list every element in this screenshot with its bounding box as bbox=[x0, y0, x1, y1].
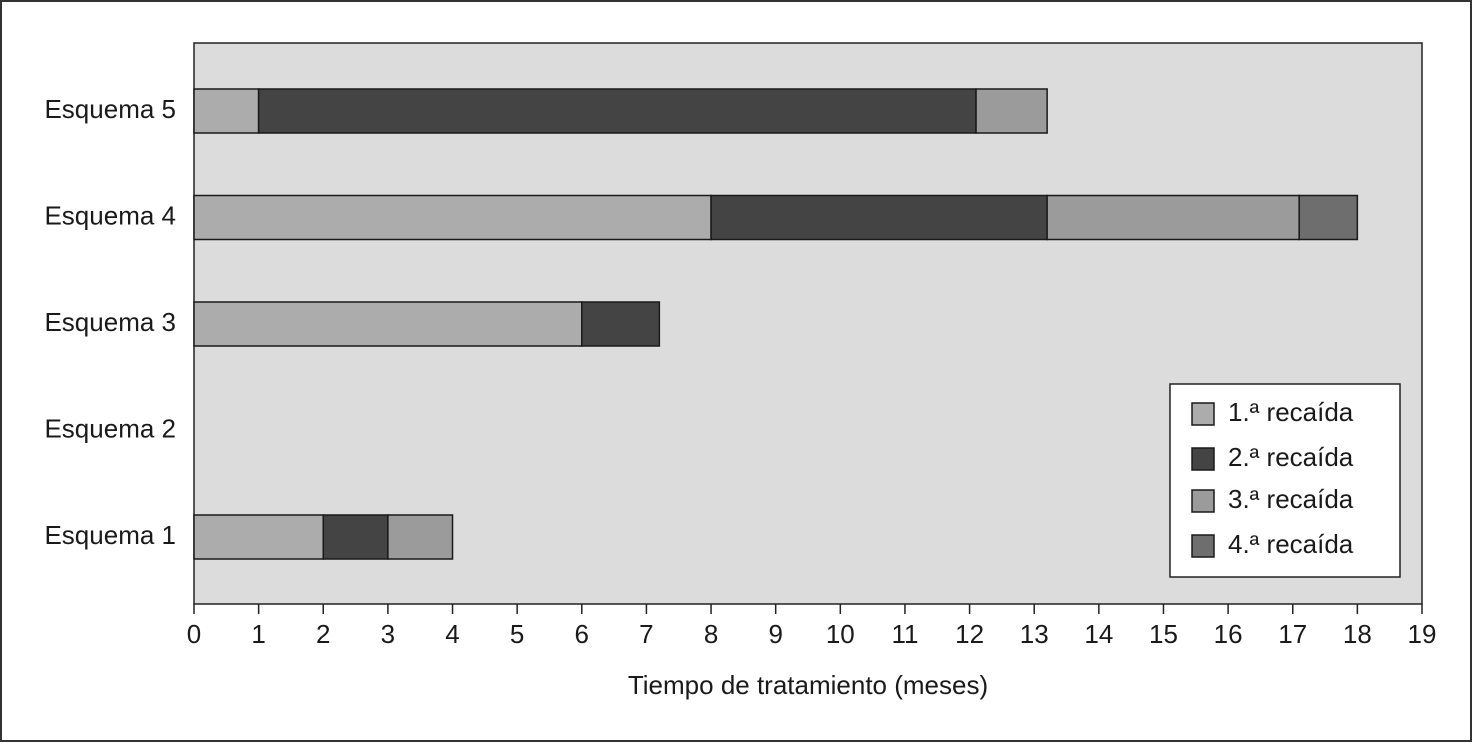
x-tick-label: 7 bbox=[639, 619, 653, 649]
x-tick-label: 11 bbox=[891, 619, 918, 649]
x-tick-label: 15 bbox=[1149, 619, 1178, 649]
y-tick-label: Esquema 1 bbox=[44, 520, 176, 550]
bar-segment bbox=[193, 194, 712, 241]
x-tick-label: 17 bbox=[1278, 619, 1307, 649]
legend-label: 3.ª recaída bbox=[1228, 484, 1354, 514]
bar-segment bbox=[193, 88, 260, 134]
x-tick-label: 13 bbox=[1020, 619, 1049, 649]
legend-label: 1.ª recaída bbox=[1228, 397, 1354, 427]
x-axis-label: Tiempo de tratamiento (meses) bbox=[628, 670, 988, 700]
x-tick-label: 12 bbox=[955, 619, 984, 649]
x-tick-label: 8 bbox=[704, 619, 718, 649]
legend-label: 4.ª recaída bbox=[1228, 529, 1354, 559]
bar-segment bbox=[1298, 194, 1359, 241]
bar-segment bbox=[322, 514, 389, 560]
y-tick-label: Esquema 2 bbox=[44, 413, 176, 443]
bar-segment bbox=[710, 194, 1048, 241]
x-tick-label: 10 bbox=[826, 619, 855, 649]
x-tick-label: 1 bbox=[251, 619, 265, 649]
legend-swatch bbox=[1191, 534, 1215, 558]
legend-label: 2.ª recaída bbox=[1228, 442, 1354, 472]
x-tick-label: 19 bbox=[1408, 619, 1437, 649]
bar-segment bbox=[193, 301, 583, 347]
y-tick-label: Esquema 3 bbox=[44, 307, 176, 337]
x-tick-label: 6 bbox=[575, 619, 589, 649]
bar-segment bbox=[193, 514, 325, 560]
legend-swatch bbox=[1191, 489, 1215, 513]
legend-swatch bbox=[1191, 402, 1215, 426]
y-tick-label: Esquema 5 bbox=[44, 94, 176, 124]
x-tick-label: 3 bbox=[381, 619, 395, 649]
legend-swatch bbox=[1191, 447, 1215, 471]
bar-segment bbox=[975, 88, 1048, 134]
bar-segment bbox=[581, 301, 661, 347]
y-tick-label: Esquema 4 bbox=[44, 200, 176, 230]
x-tick-label: 2 bbox=[316, 619, 330, 649]
bar-segment bbox=[1046, 194, 1300, 241]
bar-segment bbox=[257, 88, 977, 134]
x-tick-label: 9 bbox=[768, 619, 782, 649]
bar-segment bbox=[387, 514, 454, 560]
x-tick-label: 14 bbox=[1084, 619, 1113, 649]
x-tick-label: 5 bbox=[510, 619, 524, 649]
x-tick-label: 0 bbox=[187, 619, 201, 649]
x-tick-label: 18 bbox=[1343, 619, 1372, 649]
x-tick-label: 4 bbox=[445, 619, 459, 649]
x-tick-label: 16 bbox=[1214, 619, 1243, 649]
